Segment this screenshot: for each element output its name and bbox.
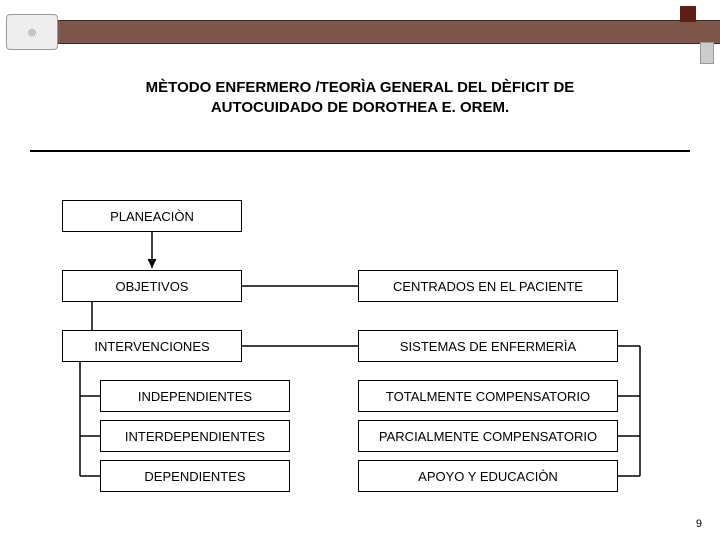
- page-number: 9: [696, 518, 702, 530]
- box-apoyo: APOYO Y EDUCACIÒN: [358, 460, 618, 492]
- box-independientes: INDEPENDIENTES: [100, 380, 290, 412]
- corner-decoration: [680, 6, 714, 34]
- title-line2: AUTOCUIDADO DE DOROTHEA E. OREM.: [211, 99, 509, 116]
- slide-title: MÈTODO ENFERMERO /TEORÌA GENERAL DEL DÈF…: [0, 78, 720, 117]
- box-objetivos: OBJETIVOS: [62, 270, 242, 302]
- box-centrados: CENTRADOS EN EL PACIENTE: [358, 270, 618, 302]
- side-decoration: [700, 42, 714, 64]
- box-planeacion: PLANEACIÒN: [62, 200, 242, 232]
- box-intervenciones: INTERVENCIONES: [62, 330, 242, 362]
- logo-placeholder: ◎: [6, 14, 58, 50]
- title-underline: [30, 150, 690, 152]
- box-sistemas: SISTEMAS DE ENFERMERÌA: [358, 330, 618, 362]
- box-interdependientes: INTERDEPENDIENTES: [100, 420, 290, 452]
- box-totalmente: TOTALMENTE COMPENSATORIO: [358, 380, 618, 412]
- title-line1: MÈTODO ENFERMERO /TEORÌA GENERAL DEL DÈF…: [146, 79, 575, 96]
- box-parcialmente: PARCIALMENTE COMPENSATORIO: [358, 420, 618, 452]
- header-band: ◎: [0, 14, 720, 50]
- box-dependientes: DEPENDIENTES: [100, 460, 290, 492]
- header-bar: [58, 20, 720, 44]
